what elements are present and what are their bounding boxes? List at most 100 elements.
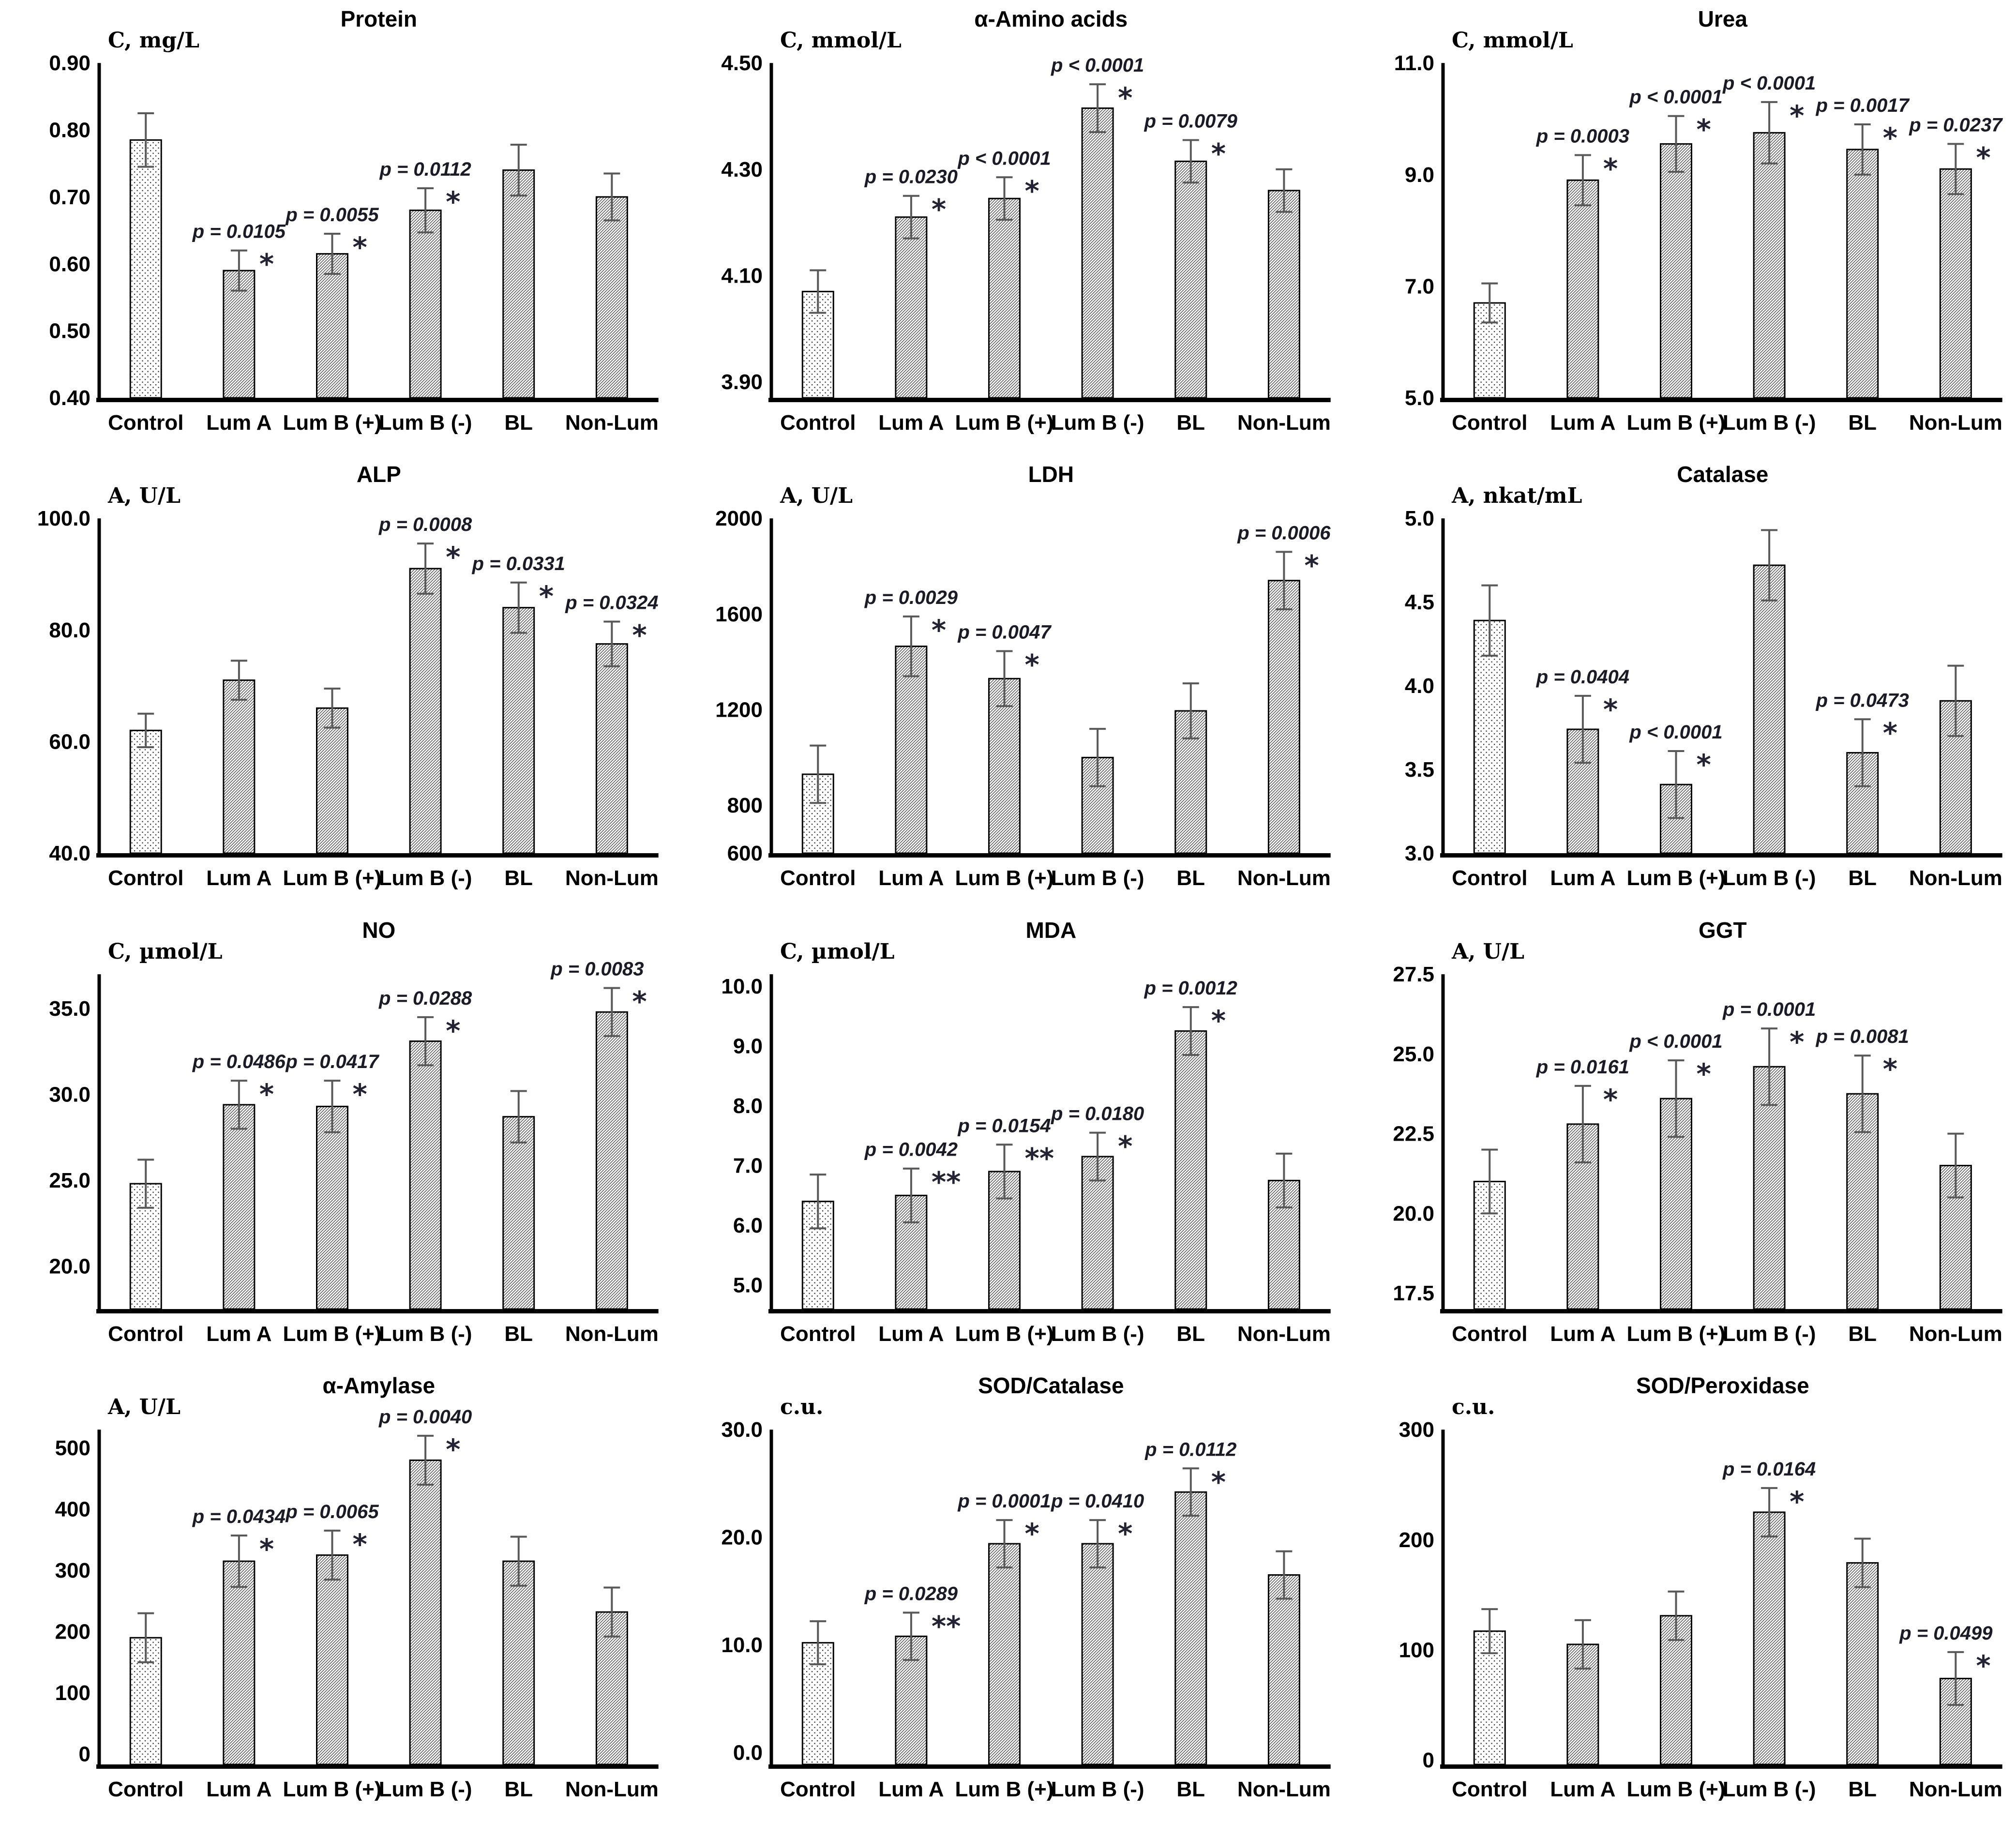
y-axis-unit-label: c.u.: [780, 1395, 823, 1419]
y-tick-label: 300: [1399, 1418, 1434, 1442]
y-axis-unit-label: C, µmol/L: [108, 939, 223, 964]
bar-Lum B (+): [988, 1543, 1021, 1765]
y-tick-label: 200: [55, 1620, 90, 1643]
y-axis-unit-label: c.u.: [1452, 1395, 1495, 1419]
x-axis-line: [1440, 853, 2002, 858]
y-tick-label: 100: [55, 1681, 90, 1705]
p-value-label: p = 0.0417: [285, 1051, 379, 1072]
y-tick-label: 0.40: [49, 386, 90, 410]
y-tick-label: 300: [55, 1559, 90, 1582]
bar-Lum B (-): [1081, 1156, 1114, 1310]
bar-Lum A: [223, 679, 256, 854]
y-axis-unit-label: A, U/L: [1451, 939, 1524, 964]
error-bar: [1575, 1084, 1592, 1163]
significance-star: *: [1697, 748, 1711, 781]
p-value-label: p < 0.0001: [1629, 87, 1723, 108]
plot-area: 40.0 60.0 80.0 100.0 Control Lum A Lum B (+)Lu…: [37, 462, 659, 890]
plot-area: 3.90 4.10 4.30 4.50 Control Lum A Lum B (+)Lum…: [721, 6, 1330, 435]
error-bar: [1761, 101, 1778, 165]
category-label: Lum B (-): [1051, 866, 1144, 890]
chart-ggt: 17.5 20.0 22.5 25.0 27.5 Control Lum A Lum B (+…: [1344, 911, 2016, 1367]
bar-Non-Lum: [595, 643, 628, 854]
significance-star: *: [259, 248, 274, 281]
y-tick-label: 9.0: [733, 1034, 762, 1058]
category-label: Lum A: [878, 1322, 944, 1346]
significance-star: *: [259, 1078, 274, 1111]
category-label: Lum B (-): [379, 411, 472, 435]
significance-star: *: [352, 1078, 367, 1111]
error-bar: [510, 144, 527, 197]
category-label: Lum B (+): [283, 1777, 382, 1801]
category-label: Lum A: [878, 411, 944, 435]
significance-star: *: [446, 541, 460, 573]
y-tick-label: 3.0: [1405, 842, 1434, 865]
y-tick-label: 20.0: [49, 1254, 90, 1278]
x-axis-line: [768, 853, 1331, 858]
error-bar: [1668, 1590, 1685, 1641]
bar-Lum A: [1566, 179, 1599, 399]
p-value-label: p = 0.0008: [378, 514, 472, 535]
y-tick-label: 25.0: [1393, 1042, 1435, 1066]
error-bar: [809, 269, 826, 314]
category-label: Lum B (+): [955, 411, 1053, 435]
category-label: Control: [108, 411, 183, 435]
significance-star: *: [1024, 1517, 1039, 1550]
bar-Non-Lum: [1267, 580, 1300, 854]
plot-area: 0 100 200 300 Control Lum A Lum B (+)Lum B (-)…: [1399, 1373, 2002, 1801]
category-label: Lum A: [1550, 1777, 1616, 1801]
category-label: Non-Lum: [1909, 1322, 2002, 1346]
category-label: Lum B (-): [379, 1777, 472, 1801]
significance-star: **: [932, 1165, 961, 1198]
p-value-label: p = 0.0324: [565, 592, 658, 614]
significance-star: *: [1883, 121, 1897, 154]
chart-sod-catalase: 0.0 10.0 20.0 30.0 Control Lum A Lum B (+) Lum …: [672, 1367, 1344, 1822]
category-label: Lum B (-): [1723, 1322, 1816, 1346]
y-axis-line: [1441, 63, 1445, 403]
bar-Lum B (-): [409, 210, 442, 399]
category-label: Control: [108, 1777, 183, 1801]
y-tick-label: 0.0: [733, 1741, 762, 1764]
significance-star: *: [539, 580, 554, 613]
error-bar: [1947, 143, 1964, 196]
error-bar: [1854, 123, 1871, 176]
y-tick-label: 4.5: [1405, 590, 1434, 614]
category-label: BL: [1176, 411, 1205, 435]
significance-star: *: [632, 619, 647, 652]
plot-area: 0.40 0.50 0.60 0.70 0.80 0.90 Control Lum A Lum …: [49, 6, 659, 435]
y-tick-label: 20.0: [721, 1525, 763, 1549]
x-axis-line: [96, 1764, 659, 1769]
error-bar: [603, 172, 620, 222]
y-tick-label: 30.0: [721, 1418, 763, 1442]
error-bar: [1182, 1006, 1199, 1056]
y-tick-label: 6.0: [733, 1214, 762, 1237]
y-tick-label: 4.10: [721, 264, 763, 287]
p-value-label: p = 0.0288: [378, 987, 472, 1009]
bar-Lum B (+): [316, 1554, 348, 1765]
error-bar: [1575, 695, 1592, 764]
y-tick-label: 5.0: [1405, 386, 1434, 410]
error-bar: [1854, 1054, 1871, 1133]
significance-star: *: [932, 193, 946, 226]
error-bar: [996, 176, 1013, 221]
bar-BL: [1846, 149, 1879, 399]
bar-Lum A: [223, 1103, 256, 1310]
y-tick-label: 1600: [715, 602, 763, 626]
category-label: Non-Lum: [565, 411, 659, 435]
y-tick-label: 11.0: [1394, 51, 1434, 75]
y-axis-unit-label: A, nkat/mL: [1451, 483, 1582, 508]
category-label: Lum A: [1550, 411, 1616, 435]
error-bar: [324, 688, 341, 729]
chart-catalase: 3.0 3.5 4.0 4.5 5.0 Control Lum A Lum B (+) Lum …: [1344, 455, 2016, 911]
category-label: Non-Lum: [1909, 1777, 2002, 1801]
y-tick-label: 3.5: [1405, 758, 1434, 782]
bar-BL: [1846, 1562, 1879, 1765]
significance-star: *: [1790, 99, 1804, 132]
category-label: Control: [1452, 411, 1527, 435]
category-label: Lum B (+): [283, 411, 382, 435]
error-bar: [417, 1016, 434, 1066]
p-value-label: p = 0.0006: [1237, 523, 1331, 544]
bar-BL: [502, 1115, 535, 1310]
category-label: Lum A: [206, 866, 271, 890]
y-axis-line: [769, 974, 773, 1313]
error-bar: [603, 620, 620, 668]
